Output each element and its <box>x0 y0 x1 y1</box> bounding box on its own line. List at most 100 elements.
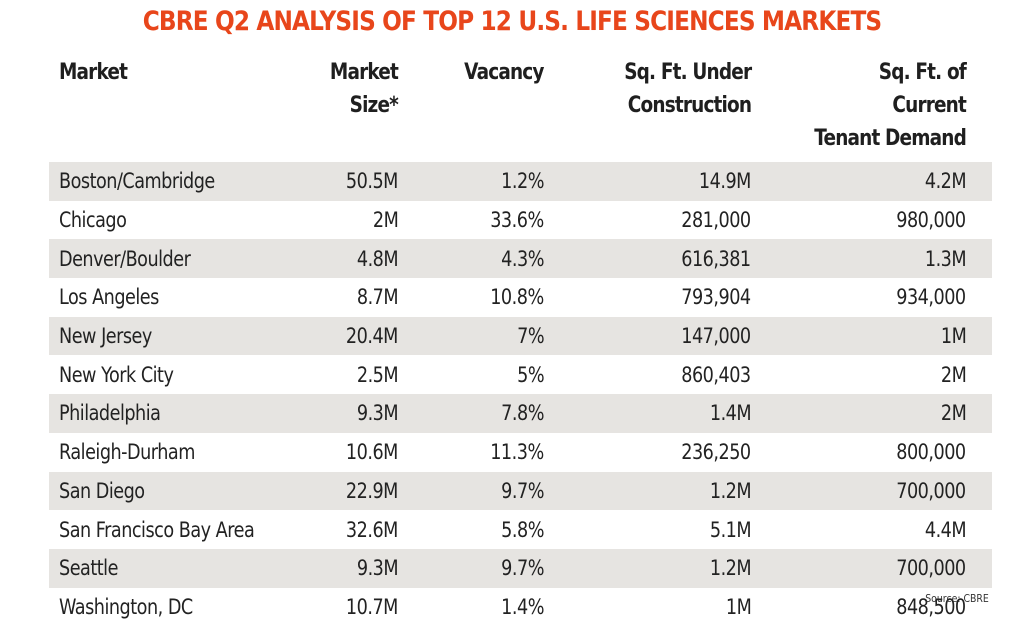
cell-text: 2M <box>940 362 967 387</box>
cell-text: 8.7M <box>356 285 399 310</box>
tenant-demand-cell: 2M <box>777 394 992 433</box>
under-construction-cell: 5.1M <box>570 510 777 549</box>
market-size-cell: 32.6M <box>289 510 424 549</box>
column-header-market-size: Market Size* <box>289 56 424 162</box>
table-row: Raleigh-Durham 10.6M 11.3% 236,250 800,000 <box>49 432 992 472</box>
header-row: Market Market Size* Vacancy Sq. Ft. Unde… <box>49 56 992 162</box>
column-header-line1: Market Size* <box>329 60 399 118</box>
cell-text: 2M <box>372 208 399 233</box>
vacancy-cell: 11.3% <box>424 432 570 472</box>
market-size-cell: 4.8M <box>289 239 424 279</box>
cell-text: 32.6M <box>346 517 398 542</box>
table-header: Market Market Size* Vacancy Sq. Ft. Unde… <box>49 56 992 162</box>
cell-text: 1M <box>940 324 967 349</box>
column-header-line1: Vacancy <box>464 60 545 85</box>
markets-table-container: Market Market Size* Vacancy Sq. Ft. Unde… <box>49 56 992 626</box>
cell-text: New York City <box>59 362 174 387</box>
cell-text: Raleigh-Durham <box>59 440 195 465</box>
table-row: Seattle 9.3M 9.7% 1.2M 700,000 <box>49 548 992 588</box>
market-size-cell: 9.3M <box>289 548 424 588</box>
tenant-demand-cell: 700,000 <box>777 548 992 588</box>
cell-text: New Jersey <box>59 324 152 349</box>
tenant-demand-cell: 2M <box>777 355 992 395</box>
cell-text: 1M <box>725 594 752 619</box>
vacancy-cell: 1.2% <box>424 162 570 201</box>
cell-text: 236,250 <box>681 440 752 465</box>
tenant-demand-cell: 934,000 <box>777 278 992 317</box>
cell-text: 20.4M <box>346 324 398 349</box>
table-row: Washington, DC 10.7M 1.4% 1M 848,500 <box>49 587 992 626</box>
market-size-cell: 2M <box>289 200 424 240</box>
market-size-cell: 20.4M <box>289 316 424 356</box>
column-header-line2: Tenant Demand <box>814 126 967 151</box>
cell-text: 147,000 <box>681 324 752 349</box>
market-name-cell: New Jersey <box>49 316 289 356</box>
table-title: CBRE Q2 ANALYSIS OF TOP 12 U.S. LIFE SCI… <box>142 6 882 37</box>
table-row: New Jersey 20.4M 7% 147,000 1M <box>49 316 992 356</box>
under-construction-cell: 793,904 <box>570 278 777 317</box>
column-header-line1: Market <box>59 60 128 85</box>
tenant-demand-cell: 700,000 <box>777 471 992 511</box>
vacancy-cell: 7% <box>424 316 570 356</box>
market-name-cell: San Francisco Bay Area <box>49 510 289 549</box>
markets-table: Market Market Size* Vacancy Sq. Ft. Unde… <box>49 56 992 626</box>
market-name-cell: Seattle <box>49 548 289 588</box>
cell-text: 4.3% <box>501 246 544 271</box>
tenant-demand-cell: 4.4M <box>777 510 992 549</box>
cell-text: Chicago <box>59 208 127 233</box>
cell-text: Seattle <box>59 556 118 581</box>
column-header-line1: Sq. Ft. Under <box>623 60 752 85</box>
tenant-demand-cell: 4.2M <box>777 162 992 201</box>
cell-text: 10.6M <box>346 440 398 465</box>
under-construction-cell: 1M <box>570 587 777 626</box>
cell-text: 800,000 <box>896 440 967 465</box>
table-row: Boston/Cambridge 50.5M 1.2% 14.9M 4.2M <box>49 162 992 201</box>
market-size-cell: 8.7M <box>289 278 424 317</box>
vacancy-cell: 33.6% <box>424 200 570 240</box>
under-construction-cell: 1.2M <box>570 548 777 588</box>
market-size-cell: 22.9M <box>289 471 424 511</box>
under-construction-cell: 860,403 <box>570 355 777 395</box>
market-name-cell: Los Angeles <box>49 278 289 317</box>
table-row: Philadelphia 9.3M 7.8% 1.4M 2M <box>49 394 992 433</box>
cell-text: 9.3M <box>356 556 399 581</box>
market-name-cell: Chicago <box>49 200 289 240</box>
cell-text: San Diego <box>59 478 145 503</box>
table-row: Denver/Boulder 4.8M 4.3% 616,381 1.3M <box>49 239 992 279</box>
cell-text: 5.1M <box>709 517 752 542</box>
cell-text: 1.4M <box>709 401 752 426</box>
cell-text: 1.3M <box>924 246 967 271</box>
column-header-market: Market <box>49 56 289 162</box>
vacancy-cell: 4.3% <box>424 239 570 279</box>
under-construction-cell: 1.2M <box>570 471 777 511</box>
column-header-vacancy: Vacancy <box>424 56 570 162</box>
market-name-cell: New York City <box>49 355 289 395</box>
tenant-demand-cell: 1.3M <box>777 239 992 279</box>
vacancy-cell: 5.8% <box>424 510 570 549</box>
vacancy-cell: 1.4% <box>424 587 570 626</box>
cell-text: 50.5M <box>346 169 398 194</box>
tenant-demand-cell: 848,500 <box>777 587 992 626</box>
table-row: San Diego 22.9M 9.7% 1.2M 700,000 <box>49 471 992 511</box>
cell-text: 22.9M <box>346 478 398 503</box>
under-construction-cell: 281,000 <box>570 200 777 240</box>
vacancy-cell: 9.7% <box>424 548 570 588</box>
market-name-cell: Washington, DC <box>49 587 289 626</box>
column-header-under-construction: Sq. Ft. Under Construction <box>570 56 777 162</box>
table-row: Los Angeles 8.7M 10.8% 793,904 934,000 <box>49 278 992 317</box>
table-body: Boston/Cambridge 50.5M 1.2% 14.9M 4.2M Chicag… <box>49 162 992 626</box>
cell-text: 2M <box>940 401 967 426</box>
market-size-cell: 9.3M <box>289 394 424 433</box>
cell-text: 11.3% <box>490 440 544 465</box>
cell-text: 934,000 <box>896 285 967 310</box>
column-header-tenant-demand: Sq. Ft. of Current Tenant Demand <box>777 56 992 162</box>
market-size-cell: 10.6M <box>289 432 424 472</box>
market-name-cell: Boston/Cambridge <box>49 162 289 201</box>
under-construction-cell: 1.4M <box>570 394 777 433</box>
cell-text: 848,500 <box>896 594 967 619</box>
cell-text: 700,000 <box>896 556 967 581</box>
cell-text: Philadelphia <box>59 401 161 426</box>
under-construction-cell: 236,250 <box>570 432 777 472</box>
tenant-demand-cell: 1M <box>777 316 992 356</box>
market-size-cell: 50.5M <box>289 162 424 201</box>
